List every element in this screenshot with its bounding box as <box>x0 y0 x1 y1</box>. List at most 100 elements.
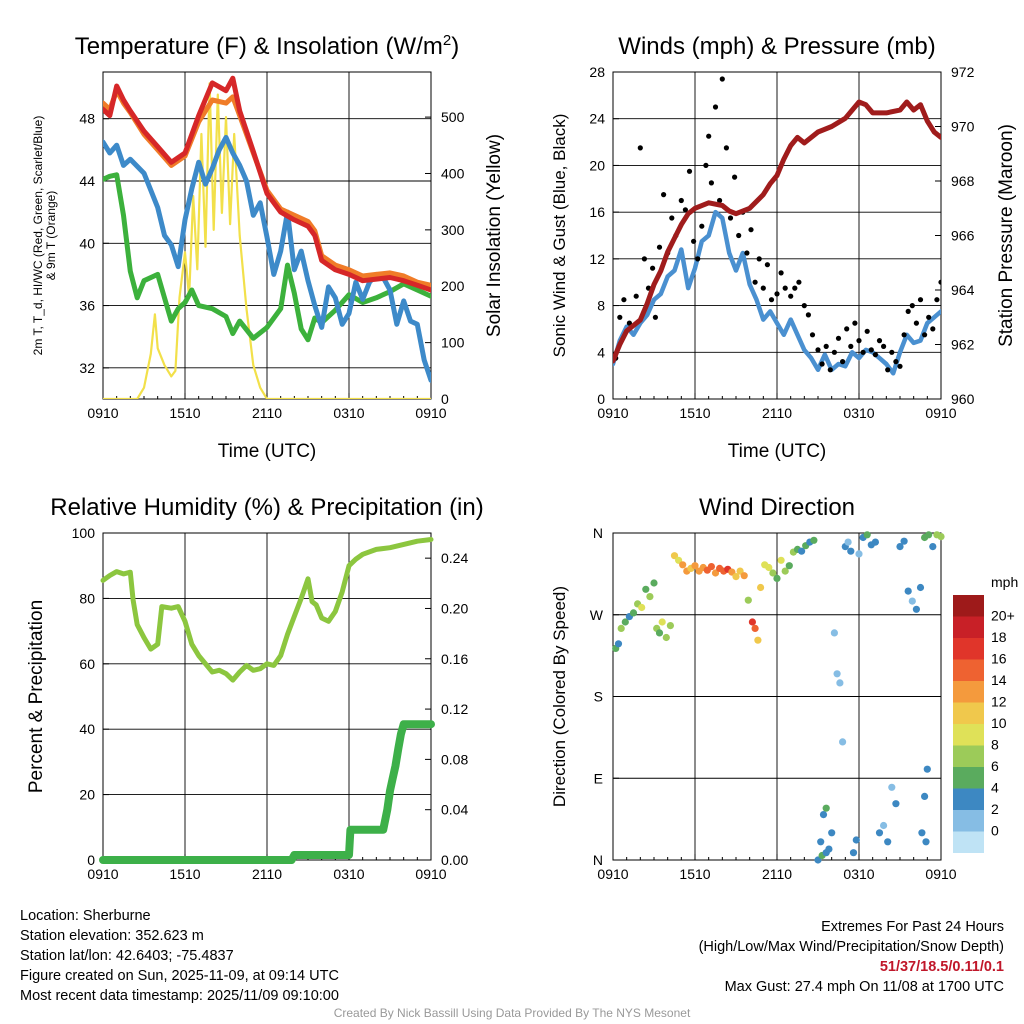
y-tick-label: 32 <box>79 360 95 376</box>
x-tick-label: 0310 <box>333 866 364 882</box>
gust-point <box>930 326 936 332</box>
direction-point <box>871 538 880 546</box>
direction-point <box>638 603 646 612</box>
direction-point <box>908 597 916 605</box>
y2-tick-label: 0.16 <box>441 651 468 667</box>
y-tick-label: 100 <box>72 525 96 541</box>
station-info: Location: Sherburne Station elevation: 3… <box>20 906 339 1006</box>
legend-swatch <box>953 724 984 746</box>
y-tick-label: 44 <box>79 173 95 189</box>
extremes-title: Extremes For Past 24 Hours <box>821 919 1004 935</box>
gust-point <box>917 297 924 303</box>
gust-point <box>723 145 730 151</box>
gust-point <box>809 332 816 338</box>
legend-label: 20+ <box>991 608 1015 624</box>
extremes-info: Extremes For Past 24 Hours (High/Low/Max… <box>699 917 1004 997</box>
series-precip <box>99 720 435 864</box>
direction-point <box>658 618 666 626</box>
direction-point <box>896 543 904 551</box>
extremes-subtitle: (High/Low/Max Wind/Precipitation/Snow De… <box>698 939 1004 955</box>
legend-swatch <box>953 595 984 617</box>
y2-tick-label: 960 <box>951 391 975 407</box>
direction-point <box>621 618 629 626</box>
direction-point <box>744 596 752 604</box>
y2-tick-label: 972 <box>951 64 975 80</box>
legend-swatch <box>953 638 984 660</box>
gust-point <box>876 338 883 344</box>
direction-point <box>670 552 679 560</box>
direction-point <box>884 838 892 846</box>
chart-title: Temperature (F) & Insolation (W/m2) <box>75 32 459 60</box>
gust-point <box>626 320 633 326</box>
gust-point <box>796 279 802 285</box>
direction-point <box>655 629 664 637</box>
y-tick-label: 60 <box>79 656 95 672</box>
gust-point <box>699 223 705 229</box>
series-group <box>613 76 941 376</box>
x-tick-label: 0910 <box>415 405 446 421</box>
gust-point <box>819 361 825 367</box>
x-tick-label: 2110 <box>252 405 282 421</box>
y2-tick-label: 200 <box>441 278 465 294</box>
gust-point <box>744 250 750 256</box>
gust-point <box>805 312 812 318</box>
gust-point <box>823 343 829 349</box>
direction-point <box>904 587 912 595</box>
gust-point <box>752 279 758 285</box>
gust-point <box>691 238 697 244</box>
y-tick-label: 4 <box>597 344 605 360</box>
direction-point <box>810 536 818 544</box>
direction-point <box>798 547 806 555</box>
direction-point <box>921 792 929 801</box>
legend-label: 8 <box>991 737 999 753</box>
y-tick-label: 8 <box>597 298 605 314</box>
legend-label: 2 <box>991 801 999 817</box>
direction-point <box>863 531 871 539</box>
gust-point <box>881 343 887 349</box>
legend-swatch <box>953 616 984 638</box>
x-tick-label: 2110 <box>762 405 792 421</box>
gust-point <box>637 145 643 151</box>
y2-tick-label: 0.20 <box>441 600 468 616</box>
direction-point <box>844 538 852 546</box>
direction-point <box>662 633 670 642</box>
y-axis-label: Percent & Precipitation <box>26 600 47 793</box>
x-tick-label: 1510 <box>679 405 710 421</box>
direction-point <box>925 531 933 539</box>
y2-tick-label: 400 <box>441 165 465 181</box>
gust-point <box>727 215 734 221</box>
legend-label: 16 <box>991 651 1007 667</box>
gust-point <box>801 303 807 309</box>
direction-point <box>754 636 762 644</box>
gust-point <box>641 256 648 262</box>
gust-point <box>708 180 715 186</box>
direction-point <box>822 804 830 812</box>
direction-point <box>833 670 841 678</box>
direction-point <box>849 849 858 857</box>
gust-point <box>897 363 903 369</box>
gust-point <box>703 162 709 168</box>
x-tick-label: 0910 <box>925 405 956 421</box>
direction-point <box>875 829 884 837</box>
y-tick-label: 48 <box>79 111 95 127</box>
y2-tick-label: 0.04 <box>441 802 468 818</box>
y-tick-label: 0 <box>597 391 605 407</box>
direction-point <box>785 562 793 570</box>
direction-point <box>836 679 844 687</box>
extremes-values: 51/37/18.5/0.11/0.1 <box>879 959 1004 975</box>
gust-point <box>686 168 693 174</box>
gust-point <box>656 244 663 250</box>
chart-title: Relative Humidity (%) & Precipitation (i… <box>50 494 483 521</box>
gust-point <box>901 332 907 338</box>
legend-label: 14 <box>991 672 1007 688</box>
y2-tick-label: 966 <box>951 228 975 244</box>
gust-point <box>712 104 719 110</box>
direction-point <box>825 845 833 853</box>
winds-panel: 0910 1510 2110 0310 091004812162024289609629… <box>550 33 1017 462</box>
gust-point <box>732 174 738 180</box>
gust-point <box>860 349 866 355</box>
elevation-text: Station elevation: 352.623 m <box>20 928 204 944</box>
legend-label: 4 <box>991 780 999 796</box>
direction-point <box>642 585 650 593</box>
direction-point <box>923 765 931 773</box>
